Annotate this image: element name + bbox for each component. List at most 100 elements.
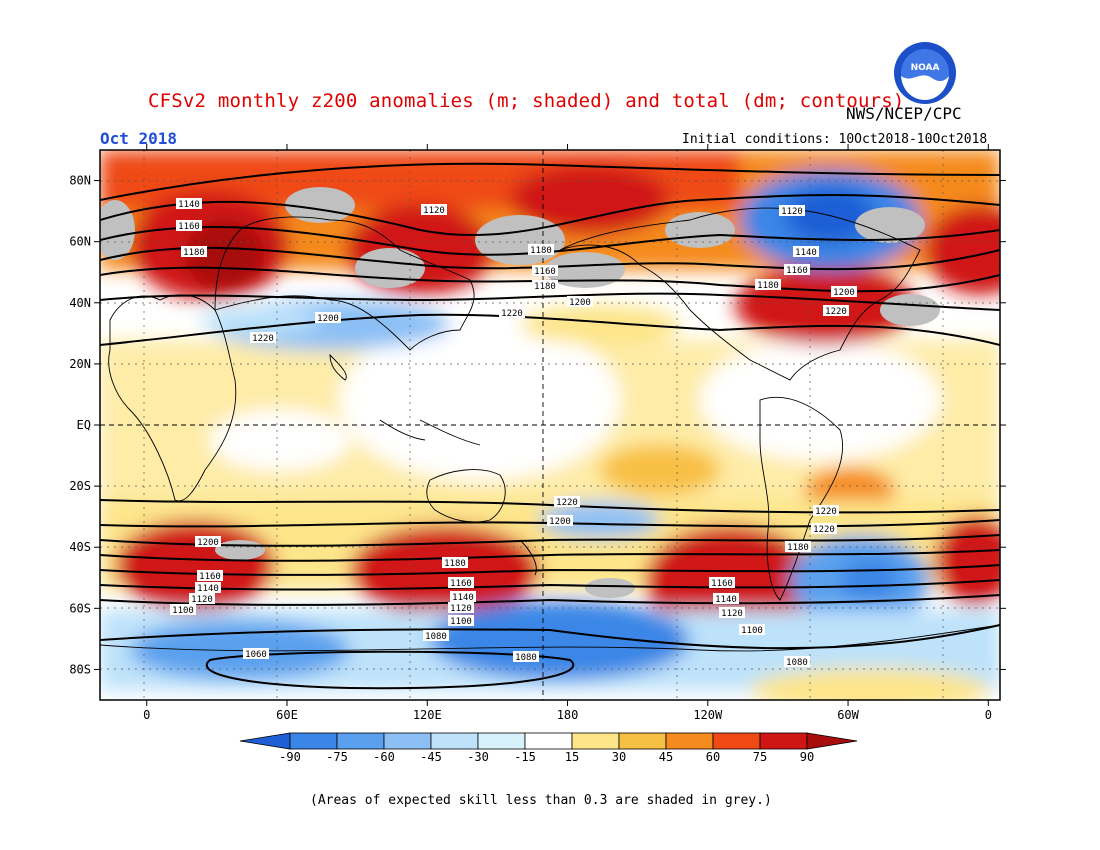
forecast-month: Oct 2018 (100, 129, 178, 148)
colorbar-label: 60 (706, 750, 720, 764)
svg-text:1100: 1100 (741, 626, 763, 636)
lon-tick-label: 120E (413, 708, 442, 722)
svg-text:1180: 1180 (534, 282, 556, 292)
contour-label: 1220 (823, 305, 849, 317)
svg-text:1120: 1120 (423, 206, 445, 216)
graticule (100, 150, 1000, 700)
colorbar-label: 90 (800, 750, 814, 764)
contour-label: 1180 (442, 557, 468, 569)
svg-text:1180: 1180 (787, 543, 809, 553)
colorbar-swatch (289, 732, 338, 750)
contour-label: 1180 (532, 280, 558, 292)
colorbar-label: -90 (279, 750, 301, 764)
contour-label: 1120 (779, 205, 805, 217)
colorbar-swatch (759, 732, 808, 750)
colorbar-swatch (477, 732, 526, 750)
contour-label: 1160 (197, 570, 223, 582)
svg-text:1200: 1200 (569, 298, 591, 308)
colorbar-swatch (524, 732, 573, 750)
svg-text:1180: 1180 (530, 246, 552, 256)
axis-tick-labels: 80N 60N 40N 20N EQ 20S 40S 60S 80S 0 60E 120E 180 120… (69, 174, 992, 722)
svg-text:1180: 1180 (183, 248, 205, 258)
svg-text:1220: 1220 (815, 507, 837, 517)
svg-text:1160: 1160 (450, 579, 472, 589)
contour-label: 1200 (567, 296, 593, 308)
contour-label: 1100 (170, 604, 196, 616)
contour-label: 1160 (784, 264, 810, 276)
contour-label: 1140 (450, 591, 476, 603)
contour-label: 1120 (719, 607, 745, 619)
colorbar-label: -75 (326, 750, 348, 764)
svg-text:1100: 1100 (450, 617, 472, 627)
contour-label: 1140 (713, 593, 739, 605)
contour-label: 1120 (448, 602, 474, 614)
contour-label: 1140 (793, 246, 819, 258)
contour-label: 1160 (448, 577, 474, 589)
svg-text:1120: 1120 (450, 604, 472, 614)
svg-text:1160: 1160 (786, 266, 808, 276)
lat-tick-label: 80S (69, 662, 91, 676)
contour-label: 1080 (423, 630, 449, 642)
colorbar-swatch (430, 732, 479, 750)
lat-tick-label: 60N (69, 235, 91, 249)
colorbar-right-arrow (806, 732, 858, 750)
svg-text:1180: 1180 (444, 559, 466, 569)
svg-text:1140: 1140 (178, 200, 200, 210)
svg-text:1100: 1100 (172, 606, 194, 616)
contour-label: 1160 (709, 577, 735, 589)
colorbar-label: 15 (565, 750, 579, 764)
contour-label: 1160 (176, 220, 202, 232)
colorbar-label: 45 (659, 750, 673, 764)
svg-text:1180: 1180 (757, 281, 779, 291)
svg-text:1160: 1160 (534, 267, 556, 277)
svg-text:1080: 1080 (425, 632, 447, 642)
svg-text:1200: 1200 (317, 314, 339, 324)
colorbar-swatch (712, 732, 761, 750)
colorbar-label: 30 (612, 750, 626, 764)
colorbar-label: -15 (514, 750, 536, 764)
contour-label: 1080 (513, 651, 539, 663)
colorbar-label: -45 (420, 750, 442, 764)
svg-text:1200: 1200 (197, 538, 219, 548)
contour-label: 1180 (181, 246, 207, 258)
lat-tick-label: 40S (69, 540, 91, 554)
contour-label: 1140 (195, 582, 221, 594)
contour-label: 1200 (831, 286, 857, 298)
contour-label: 1220 (813, 505, 839, 517)
svg-text:1200: 1200 (833, 288, 855, 298)
lon-tick-label: 60W (837, 708, 859, 722)
svg-text:1220: 1220 (556, 498, 578, 508)
svg-text:1200: 1200 (549, 517, 571, 527)
skill-footnote: (Areas of expected skill less than 0.3 a… (310, 793, 772, 808)
contour-label: 1180 (755, 279, 781, 291)
svg-text:1060: 1060 (245, 650, 267, 660)
svg-text:1160: 1160 (711, 579, 733, 589)
contour-label: 1220 (811, 523, 837, 535)
svg-text:1220: 1220 (252, 334, 274, 344)
svg-text:1140: 1140 (795, 248, 817, 258)
contour-label: 1200 (547, 515, 573, 527)
contour-label: 1220 (250, 332, 276, 344)
svg-text:1220: 1220 (501, 309, 523, 319)
lon-tick-label: 0 (985, 708, 992, 722)
noaa-logo-icon: NOAA (894, 42, 956, 104)
colorbar-label: -60 (373, 750, 395, 764)
contour-labels: 1140 1160 1180 1120 1180 1160 1180 1200 1220 1200… (170, 198, 857, 668)
lon-tick-label: 60E (276, 708, 298, 722)
svg-text:1140: 1140 (197, 584, 219, 594)
svg-text:1160: 1160 (199, 572, 221, 582)
equator-dateline (100, 150, 1000, 700)
lat-tick-label: 80N (69, 174, 91, 188)
svg-text:1140: 1140 (452, 593, 474, 603)
contour-label: 1120 (421, 204, 447, 216)
contour-label: 1140 (176, 198, 202, 210)
svg-text:1160: 1160 (178, 222, 200, 232)
svg-text:1120: 1120 (781, 207, 803, 217)
svg-text:1220: 1220 (825, 307, 847, 317)
height-contours (100, 162, 1000, 690)
colorbar-swatch (665, 732, 714, 750)
initial-conditions: Initial conditions: 10Oct2018-10Oct2018 (682, 132, 988, 147)
svg-text:1140: 1140 (715, 595, 737, 605)
lat-tick-label: EQ (77, 418, 91, 432)
